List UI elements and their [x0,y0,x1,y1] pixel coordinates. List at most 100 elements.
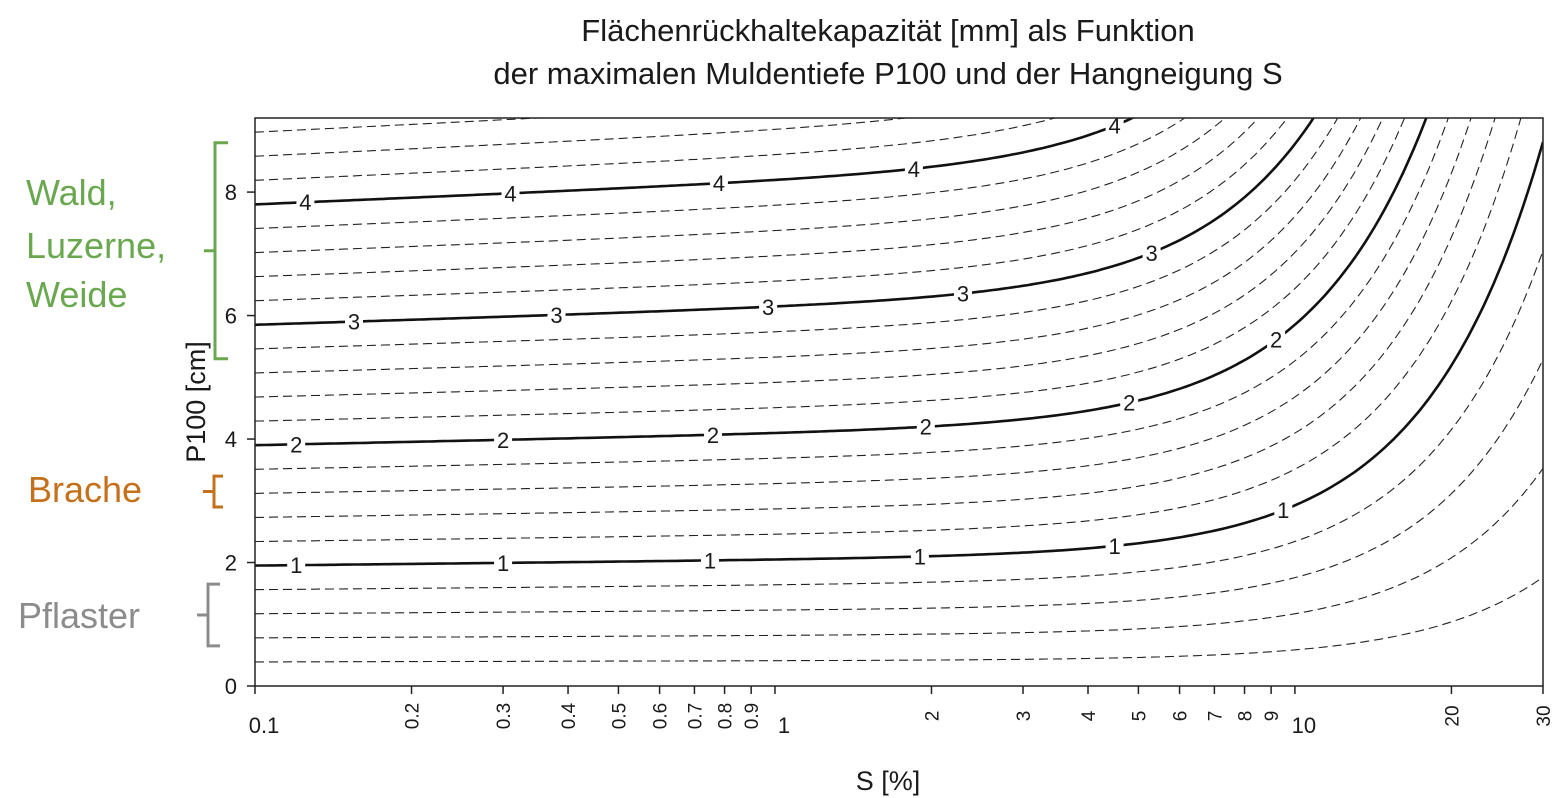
annotation-brache: Brache [28,469,223,510]
contour-label-bg [759,294,778,319]
x-tick-label: 0.4 [559,702,580,729]
contour-label-bg [916,414,935,439]
x-tick-label: 0.3 [494,703,515,729]
contour-label-3: 3 [957,282,969,307]
contour-line-dashed [255,118,1260,278]
x-tick-label: 2 [923,711,944,722]
contour-label-bg [501,181,520,206]
x-tick-label: 1 [778,713,790,738]
x-tick-label: 3 [1014,711,1035,722]
annotation-pflaster: Pflaster [18,582,220,648]
y-axis-ticks: 0 2 4 6 8 [225,180,255,699]
contour-line-dashed [255,118,1289,302]
x-tick-label: 0.8 [716,703,737,729]
contour-line-dashed [255,250,1543,591]
plot-frame [254,117,1544,687]
y-tick-label: 0 [225,674,237,699]
contour-label-1: 1 [290,553,302,578]
contour-line-1 [255,141,1543,567]
contour-line-dashed [255,118,1522,543]
contour-label-1: 1 [497,551,509,576]
contour-line-dashed [255,118,549,133]
contour-label-bg [1105,113,1124,138]
contour-line-dashed [255,359,1543,615]
annotation-label-brache: Brache [28,469,142,510]
y-axis-title: P100 [cm] [181,341,211,463]
contour-label-bg [494,550,513,575]
contour-label-bg [954,281,972,306]
contour-label-bg [1105,533,1124,558]
contour-line-dashed [255,118,1186,230]
contour-label-4: 4 [713,171,725,196]
contour-line-3 [255,118,1316,327]
x-tick-label: 4 [1079,710,1100,721]
chart-title: Flächenrückhaltekapazität [mm] als Funkt… [581,13,1194,48]
x-tick-label: 0.2 [403,703,424,729]
x-tick-label: 0.5 [609,703,630,729]
y-tick-label: 4 [225,427,237,452]
x-tick-label: 30 [1534,705,1555,726]
contour-label-2: 2 [1270,328,1282,353]
contour-label-bg [904,156,923,181]
contour-label-bg [701,548,719,573]
brace-brache [203,474,223,509]
x-axis-ticks: 0.1 0.2 0.3 0.4 0.5 0.6 0.7 0.8 0.9 1 2 3 4 5 6 7 8 9 10 20… [249,686,1555,738]
contour-label-4: 4 [1108,114,1120,139]
contour-label-bg [287,432,306,457]
contour-label-bg [709,171,728,196]
contour-label-bg [1267,327,1286,352]
contour-label-bg [1274,498,1293,523]
contour-label-bg [287,553,306,578]
x-tick-label: 7 [1205,711,1226,722]
y-tick-label: 8 [225,180,237,205]
solid-contours [255,118,1543,567]
annotation-wald: Wald, Luzerne, Weide [26,141,228,361]
contour-line-dashed [255,118,1472,494]
contour-label-2: 2 [1123,391,1135,416]
contour-line-4 [255,118,1136,206]
x-tick-label: 6 [1171,711,1192,722]
contour-line-dashed [255,118,1496,518]
contour-line-dashed [255,118,1226,254]
contour-label-bg [547,302,566,327]
contour-label-2: 2 [920,415,932,440]
contour-label-1: 1 [1108,534,1120,559]
contour-label-bg [1120,390,1139,415]
contour-line-dashed [255,118,1362,374]
contour-label-3: 3 [762,295,774,320]
annotation-label-wald: Wald, [26,172,117,213]
contour-label-1: 1 [1277,498,1289,523]
x-tick-label: 0.6 [651,703,672,729]
annotation-label-weide: Weide [26,274,127,315]
contour-label-bg [345,309,363,334]
contour-line-dashed [255,118,1058,181]
y-tick-label: 6 [225,304,237,329]
contour-labels: 1 1 1 1 1 1 2 2 2 2 2 2 3 3 3 3 3 4 4 4 4 4 [287,113,1293,578]
contour-line-dashed [255,118,1384,398]
x-axis-title: S [%] [856,766,921,796]
contour-label-1: 1 [914,545,926,570]
contour-label-4: 4 [299,190,311,215]
contour-line-2 [255,118,1428,447]
contour-label-2: 2 [707,423,719,448]
y-tick-label: 2 [225,551,237,576]
contour-line-dashed [255,0,1543,12]
contour-label-bg [296,190,315,215]
brace-wald [204,141,228,361]
contour-line-dashed [255,118,1339,350]
contour-line-dashed [255,118,1406,422]
brace-pflaster [197,582,220,648]
x-tick-label: 0.9 [742,703,763,729]
contour-label-2: 2 [290,432,302,457]
contour-line-dashed [255,576,1543,663]
contour-label-4: 4 [908,157,920,182]
chart-subtitle: der maximalen Muldentiefe P100 und der H… [493,56,1282,91]
contour-label-3: 3 [1145,241,1157,266]
x-tick-label: 0.7 [685,703,706,729]
contour-label-4: 4 [504,181,516,206]
contour-label-1: 1 [704,548,716,573]
contour-line-dashed [255,468,1543,639]
contour-label-bg [910,544,929,569]
contour-label-2: 2 [497,428,509,453]
